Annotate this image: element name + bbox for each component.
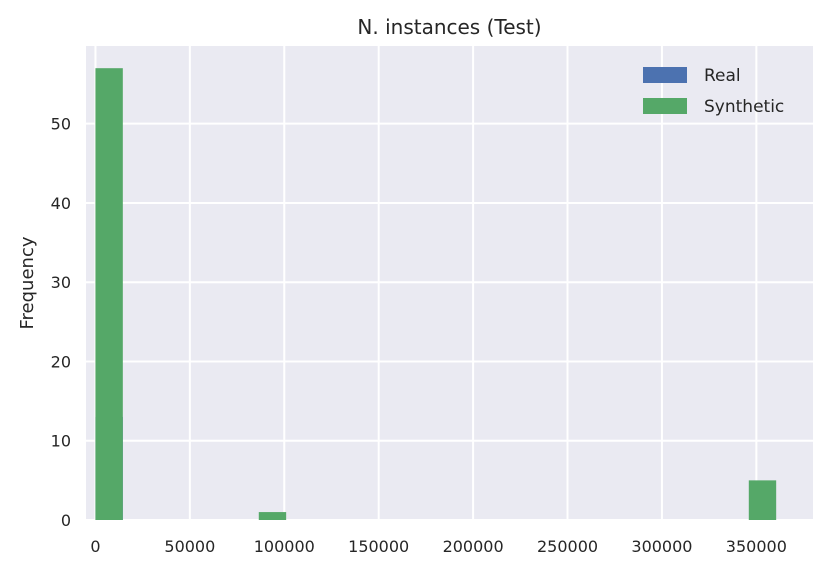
x-tick-label: 100000 — [254, 537, 315, 556]
y-axis-label: Frequency — [17, 236, 38, 329]
y-tick-label: 10 — [51, 432, 71, 451]
legend-label: Synthetic — [704, 97, 784, 117]
x-tick-label: 150000 — [348, 537, 409, 556]
y-tick-label: 40 — [51, 194, 71, 213]
grid-lines — [86, 46, 813, 521]
legend-label: Real — [704, 66, 741, 86]
x-tick-label: 0 — [90, 537, 100, 556]
x-tick-labels: 0 50000 100000 150000 200000 250000 300000 3500… — [90, 537, 787, 556]
x-tick-label: 200000 — [443, 537, 504, 556]
legend-swatch — [643, 98, 687, 114]
legend: Real Synthetic — [643, 66, 784, 117]
bars — [95, 68, 777, 521]
chart-title: N. instances (Test) — [357, 15, 541, 39]
bar-synthetic — [748, 480, 777, 520]
y-tick-label: 30 — [51, 273, 71, 292]
bar-synthetic — [258, 512, 287, 520]
x-tick-label: 300000 — [631, 537, 692, 556]
legend-swatch — [643, 67, 687, 83]
y-tick-label: 0 — [61, 511, 71, 530]
y-tick-label: 50 — [51, 115, 71, 134]
x-tick-label: 50000 — [164, 537, 215, 556]
x-tick-label: 250000 — [537, 537, 598, 556]
y-tick-label: 20 — [51, 352, 71, 371]
x-tick-label: 350000 — [726, 537, 787, 556]
bar-synthetic — [95, 68, 123, 521]
y-tick-labels: 0 10 20 30 40 50 — [51, 115, 71, 530]
